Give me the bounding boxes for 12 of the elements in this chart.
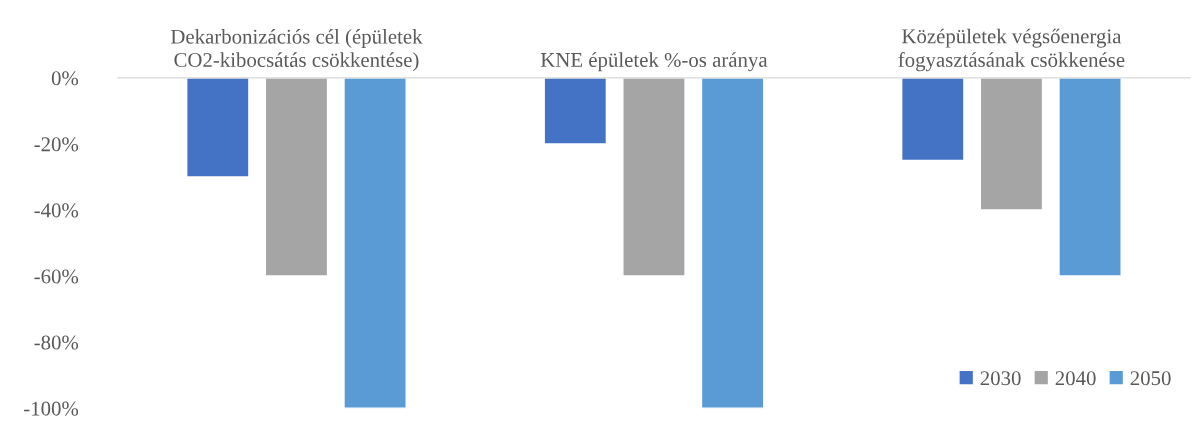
legend-label: 2030 <box>980 371 1021 386</box>
x-tick-label: KNE épületek %-os aránya <box>540 52 768 72</box>
y-tick-label: -100% <box>24 401 79 416</box>
y-tick-label: -60% <box>34 269 79 284</box>
x-tick-label: Dekarbonizációs cél (épületek CO2-kibocsátás csökkentése) <box>170 29 423 72</box>
legend-label: 2040 <box>1055 371 1096 386</box>
legend-label: 2050 <box>1130 371 1171 386</box>
y-tick-label: 0% <box>51 71 79 86</box>
y-tick-label: -20% <box>34 137 79 152</box>
y-tick-label: -40% <box>34 203 79 218</box>
y-tick-label: -80% <box>34 335 79 350</box>
x-tick-label: Középületek végsőenergia fogyasztásának csökkenése <box>898 28 1125 72</box>
